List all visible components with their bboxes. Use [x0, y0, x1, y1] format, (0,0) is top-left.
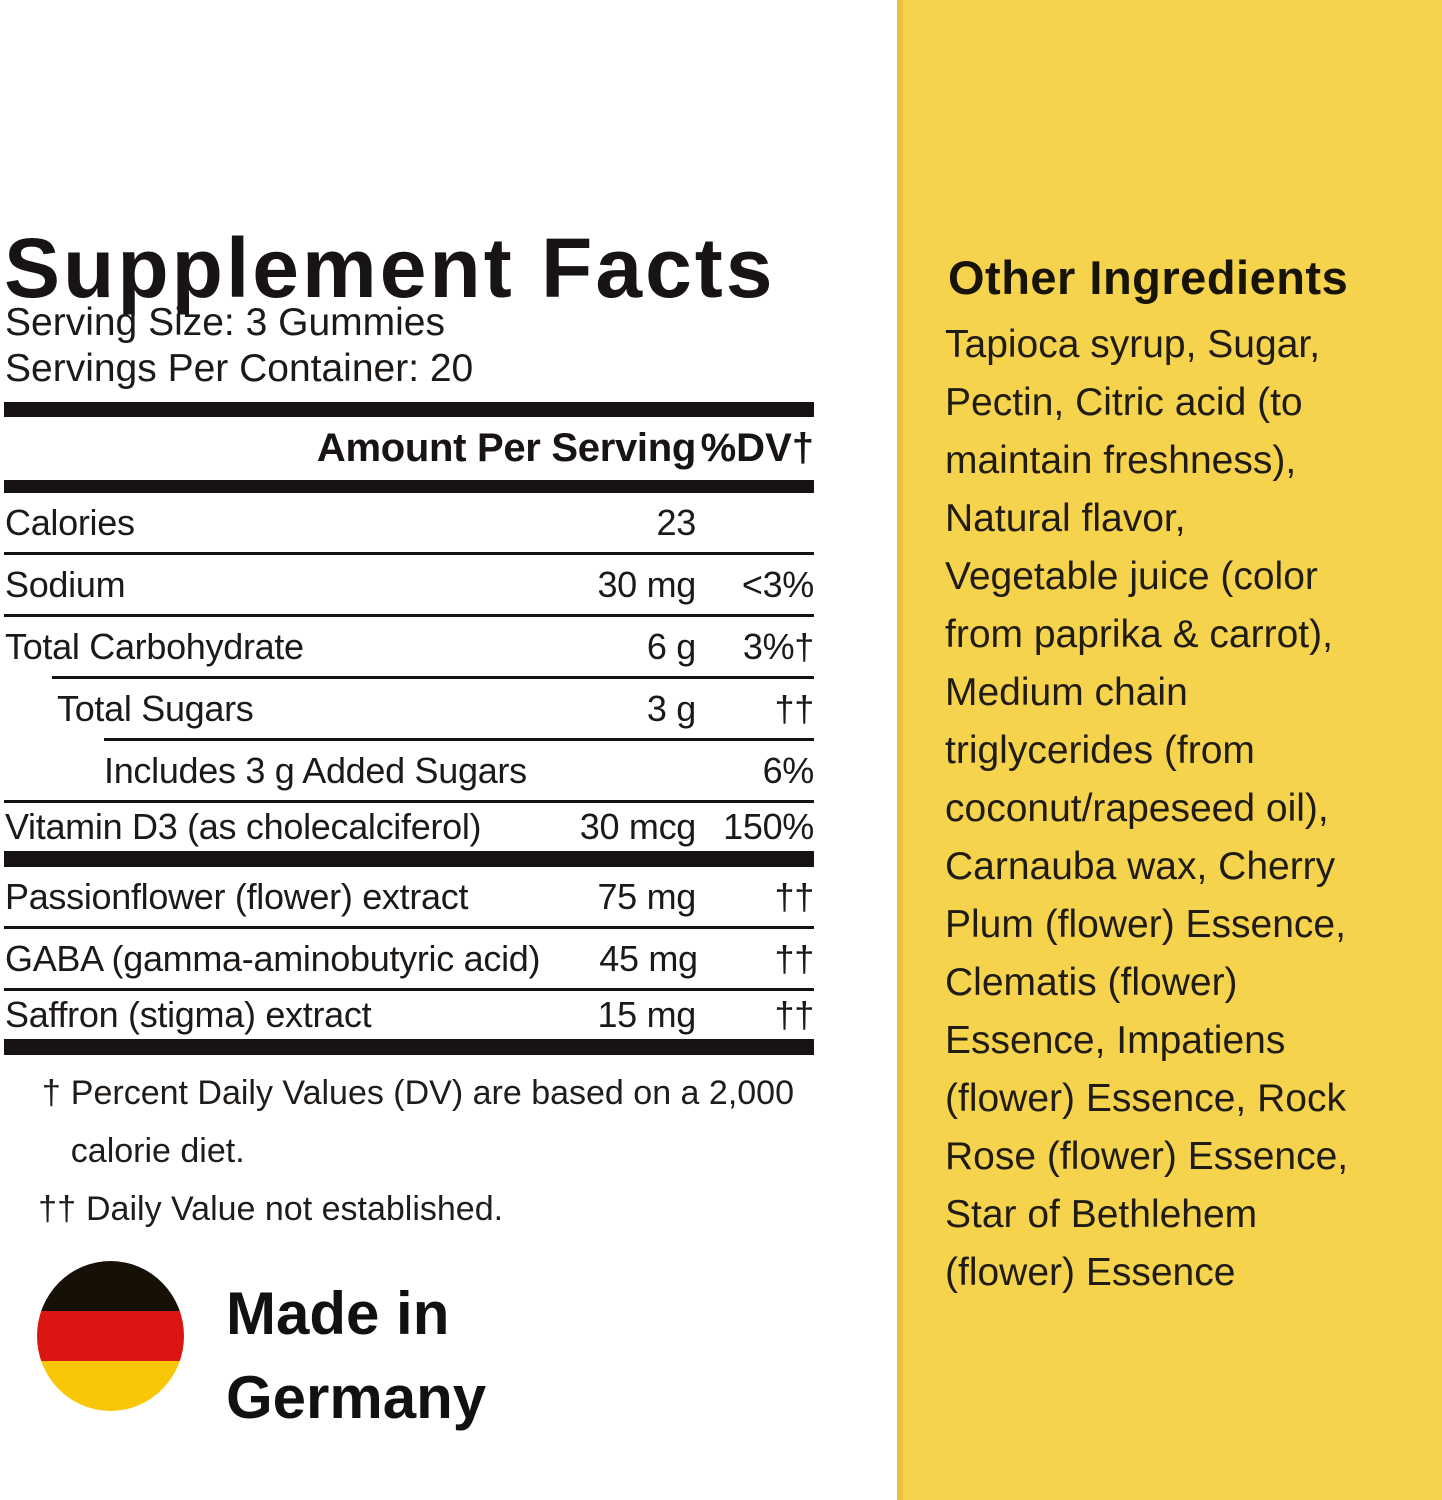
- facts-row: Total Carbohydrate 6 g 3%†: [4, 617, 814, 676]
- row-name: Sodium: [5, 563, 126, 605]
- row-name: Passionflower (flower) extract: [5, 875, 469, 917]
- row-amount: 75 mg: [597, 875, 696, 917]
- percent-dv-header: %DV†: [700, 426, 814, 470]
- ingredients-line: maintain freshness),: [945, 439, 1297, 482]
- footnotes: † Percent Daily Values (DV) are based on …: [4, 1064, 794, 1238]
- facts-row: Vitamin D3 (as cholecalciferol) 30 mcg 150…: [4, 803, 814, 851]
- other-ingredients-panel: Other Ingredients Tapioca syrup, Sugar, P…: [897, 0, 1442, 1500]
- facts-row: Passionflower (flower) extract 75 mg ††: [4, 867, 814, 926]
- made-in-line2: Germany: [226, 1364, 487, 1431]
- row-name: Total Carbohydrate: [5, 625, 304, 667]
- ingredients-line: Pectin, Citric acid (to: [945, 381, 1303, 424]
- ingredients-line: Vegetable juice (color: [945, 555, 1318, 598]
- other-ingredients-text: Tapioca syrup, Sugar, Pectin, Citric acid…: [945, 316, 1348, 1302]
- ingredients-line: coconut/rapeseed oil),: [945, 787, 1329, 830]
- facts-table: Calories 23 Sodium 30 mg <3% Total Carbohydra…: [4, 493, 814, 1055]
- footnote-symbol: ††: [38, 1190, 76, 1228]
- serving-size: Serving Size: 3 Gummies: [5, 301, 445, 344]
- facts-row: Total Sugars 3 g ††: [4, 679, 814, 738]
- ingredients-line: Tapioca syrup, Sugar,: [945, 323, 1321, 366]
- row-divider: [4, 1039, 814, 1055]
- row-name: Calories: [5, 501, 135, 543]
- other-ingredients-heading: Other Ingredients: [948, 251, 1349, 304]
- ingredients-line: Natural flavor,: [945, 497, 1186, 540]
- germany-flag-icon: [37, 1261, 184, 1411]
- made-in-line1: Made in: [226, 1280, 450, 1347]
- facts-row: Includes 3 g Added Sugars 6%: [4, 741, 814, 800]
- row-divider: [4, 851, 814, 867]
- ingredients-line: (flower) Essence, Rock: [945, 1077, 1346, 1120]
- footnote-line: Percent Daily Values (DV) are based on a…: [70, 1074, 794, 1112]
- row-divider: [4, 988, 814, 991]
- row-divider: [4, 800, 814, 803]
- divider-medium-header: [4, 480, 814, 493]
- facts-row: Calories 23: [4, 493, 814, 552]
- row-dv: <3%: [741, 563, 814, 605]
- ingredients-line: Plum (flower) Essence,: [945, 903, 1346, 946]
- ingredients-line: Carnauba wax, Cherry: [945, 845, 1336, 888]
- facts-row: Sodium 30 mg <3%: [4, 555, 814, 614]
- row-name: Vitamin D3 (as cholecalciferol): [5, 806, 482, 847]
- row-name: GABA (gamma-aminobutyric acid): [5, 937, 541, 979]
- row-amount: 30 mg: [597, 563, 696, 605]
- row-name: Includes 3 g Added Sugars: [104, 749, 527, 791]
- servings-per-container: Servings Per Container: 20: [5, 347, 474, 390]
- ingredients-line: Clematis (flower): [945, 961, 1238, 1004]
- footnote-line: calorie diet.: [70, 1132, 245, 1170]
- row-dv: ††: [774, 687, 815, 729]
- row-dv: 3%†: [742, 625, 814, 667]
- footnote-text: Percent Daily Values (DV) are based on a…: [71, 1064, 794, 1180]
- facts-header: Amount Per Serving %DV†: [4, 417, 814, 480]
- ingredients-line: Star of Bethlehem: [945, 1193, 1258, 1236]
- row-dv: ††: [774, 937, 815, 979]
- ingredients-line: Essence, Impatiens: [945, 1019, 1286, 1062]
- row-name: Total Sugars: [57, 687, 254, 729]
- row-amount: 30 mcg: [579, 806, 697, 847]
- ingredients-line: from paprika & carrot),: [945, 613, 1333, 656]
- row-dv: 6%: [762, 749, 815, 791]
- footnote: † Percent Daily Values (DV) are based on …: [4, 1064, 794, 1180]
- row-name: Saffron (stigma) extract: [5, 994, 372, 1035]
- row-divider: [4, 614, 814, 617]
- footnote-text: Daily Value not established.: [86, 1180, 794, 1238]
- row-dv: 150%: [723, 806, 814, 847]
- row-divider: [4, 552, 814, 555]
- supplement-facts-title: Supplement Facts: [4, 221, 776, 315]
- row-amount: 3 g: [646, 687, 696, 729]
- row-amount: 15 mg: [597, 994, 696, 1035]
- row-dv: ††: [774, 875, 815, 917]
- row-amount: 6 g: [646, 625, 696, 667]
- ingredients-line: Rose (flower) Essence,: [945, 1135, 1349, 1178]
- row-amount: 45 mg: [599, 937, 698, 979]
- row-divider: [52, 676, 814, 679]
- ingredients-line: triglycerides (from: [945, 729, 1255, 772]
- row-divider: [104, 738, 814, 741]
- ingredients-line: (flower) Essence: [945, 1251, 1236, 1294]
- ingredients-line: Medium chain: [945, 671, 1188, 714]
- row-dv: ††: [774, 994, 815, 1035]
- footnote-line: Daily Value not established.: [86, 1190, 504, 1228]
- facts-row: Saffron (stigma) extract 15 mg ††: [4, 991, 814, 1039]
- facts-row: GABA (gamma-aminobutyric acid) 45 mg ††: [4, 929, 814, 988]
- footnote: †† Daily Value not established.: [4, 1180, 794, 1238]
- footnote-symbol: †: [41, 1074, 61, 1112]
- row-divider: [4, 926, 814, 929]
- divider-thick-top: [4, 402, 814, 417]
- amount-per-serving-header: Amount Per Serving: [316, 426, 696, 470]
- row-amount: 23: [656, 501, 697, 543]
- made-in-germany-text: Made in Germany: [226, 1272, 486, 1440]
